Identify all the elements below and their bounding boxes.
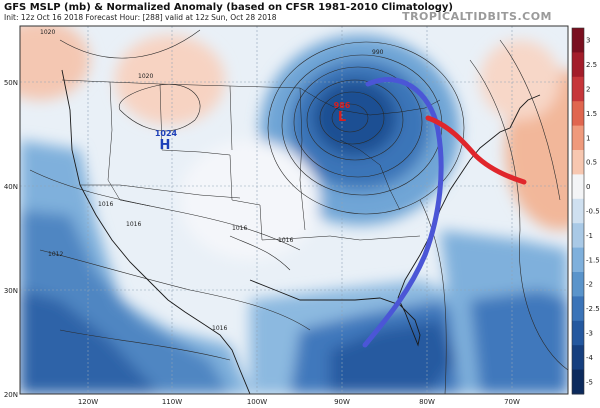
colorbar-tick-label: 2.5: [586, 61, 597, 69]
colorbar-swatch: [572, 296, 584, 322]
colorbar-tick-label: 2: [586, 86, 590, 94]
colorbar-tick-label: -1: [586, 232, 593, 240]
colorbar-tick-label: 1: [586, 134, 590, 142]
warm-front: [425, 115, 527, 185]
contour-label: 1020: [40, 29, 55, 36]
map-frame: [19, 25, 569, 395]
figure-header: GFS MSLP (mb) & Normalized Anomaly (base…: [0, 0, 600, 24]
colorbar-swatch: [572, 76, 584, 102]
contour-label: 1016: [126, 221, 141, 228]
contour-label: 1016: [98, 201, 113, 208]
cold-front: [362, 77, 444, 348]
low-center-pressure: 986: [334, 101, 351, 110]
colorbar-swatch: [572, 198, 584, 224]
colorbar-tick-label: -2: [586, 281, 593, 289]
colorbar-swatch: [572, 369, 584, 395]
latitude-label: 50N: [4, 79, 18, 87]
colorbar-tick-label: -2.5: [586, 305, 600, 313]
latitude-label: 20N: [4, 391, 18, 399]
longitude-label: 110W: [162, 398, 182, 406]
colorbar-swatch: [572, 247, 584, 273]
anomaly-colorbar: 3 2.5 2 1.5 1 0.5 0 -0.5 -1 -1.5 -2 -2.5 -3 -4 -5: [571, 27, 600, 395]
contour-label: 1016: [232, 225, 247, 232]
colorbar-swatch: [572, 272, 584, 297]
colorbar-swatch: [572, 345, 584, 371]
contour-label: 990: [372, 49, 384, 56]
colorbar-frame: [571, 27, 585, 395]
isobars: [29, 29, 568, 394]
coastlines: [61, 69, 541, 394]
colorbar-swatch: [572, 52, 584, 78]
colorbar-swatch: [572, 223, 584, 249]
colorbar-tick-label: -0.5: [586, 208, 600, 216]
high-pressure-center: 1024 H: [155, 129, 178, 153]
latitude-label: 40N: [4, 183, 18, 191]
colorbar-swatch: [572, 320, 584, 346]
latitude-label: 30N: [4, 287, 18, 295]
colorbar-swatch: [572, 101, 584, 127]
contour-label: 1016: [278, 237, 293, 244]
colorbar-tick-label: 0.5: [586, 159, 597, 167]
high-center-pressure: 1024: [155, 129, 178, 138]
colorbar-tick-label: 3: [586, 37, 590, 45]
longitude-label: 100W: [247, 398, 267, 406]
colorbar-tick-label: -1.5: [586, 256, 600, 264]
figure-title: GFS MSLP (mb) & Normalized Anomaly (base…: [4, 2, 453, 13]
colorbar-tick-label: -5: [586, 378, 593, 386]
low-pressure-center: 986 L: [334, 101, 351, 125]
colorbar-swatch: [572, 28, 584, 53]
longitude-label: 120W: [78, 398, 98, 406]
colorbar-tick-label: -4: [586, 354, 594, 362]
colorbar-tick-label: 0: [586, 183, 590, 191]
political-borders: [61, 79, 441, 241]
colorbar-swatch: [572, 125, 584, 151]
colorbar-swatch: [572, 174, 584, 200]
brand-watermark: TROPICALTIDBITS.COM: [402, 10, 552, 23]
contour-label: 1012: [48, 251, 63, 258]
longitude-label: 70W: [504, 398, 520, 406]
longitude-label: 80W: [419, 398, 435, 406]
colorbar-tick-label: -3: [586, 330, 593, 338]
colorbar-swatch: [572, 150, 584, 175]
low-center-marker: L: [338, 110, 346, 125]
contour-label: 1020: [138, 73, 153, 80]
contour-label: 1016: [212, 325, 227, 332]
anomaly-shading: [20, 26, 568, 394]
longitude-label: 90W: [334, 398, 350, 406]
high-center-marker: H: [160, 138, 171, 153]
colorbar-tick-label: 1.5: [586, 110, 597, 118]
init-forecast-line: Init: 12z Oct 16 2018 Forecast Hour: [28…: [4, 13, 277, 22]
